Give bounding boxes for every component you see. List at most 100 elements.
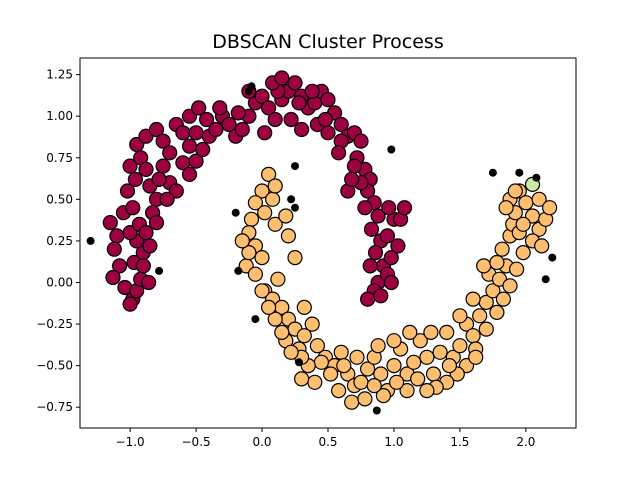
- point-series-1-76: [419, 383, 435, 399]
- point-series-0-41: [175, 125, 191, 141]
- point-series-1-52: [494, 241, 510, 257]
- point-series-0-94: [381, 200, 397, 216]
- point-series-3-9: [247, 82, 256, 91]
- point-series-1-82: [357, 391, 373, 407]
- point-series-1-24: [333, 344, 349, 360]
- point-series-1-104: [465, 291, 481, 307]
- point-series-0-50: [199, 111, 215, 128]
- point-series-0-54: [212, 100, 228, 116]
- point-series-3-10: [387, 145, 396, 154]
- point-series-1-5: [243, 211, 260, 227]
- point-series-1-45: [465, 328, 481, 344]
- point-series-0-57: [234, 121, 250, 138]
- point-series-1-46: [472, 308, 488, 324]
- point-series-3-4: [251, 315, 260, 324]
- point-series-1-41: [439, 324, 455, 340]
- point-series-0-5: [105, 269, 121, 286]
- point-series-0-45: [188, 153, 204, 169]
- point-series-1-79: [389, 374, 405, 390]
- point-series-0-46: [195, 141, 211, 158]
- point-series-0-88: [360, 291, 376, 307]
- y-axis: −0.75 −0.50 −0.25 0.00 0.25 0.50 0.75 1.00 1.25: [36, 68, 80, 414]
- point-series-1-67: [502, 278, 518, 294]
- point-series-1-95: [267, 216, 283, 232]
- point-series-0-34: [162, 145, 178, 161]
- point-series-1-85: [313, 354, 329, 370]
- point-series-3-0: [86, 236, 95, 245]
- point-series-0-16: [125, 200, 141, 216]
- point-series-1-48: [485, 283, 501, 299]
- y-tick-label: 1.25: [46, 68, 73, 82]
- point-series-1-59: [518, 195, 534, 211]
- point-series-1-94: [234, 233, 250, 249]
- point-series-1-66: [508, 261, 525, 277]
- point-series-0-32: [148, 121, 165, 138]
- x-tick-label: 0.0: [252, 435, 271, 449]
- point-series-1-3: [257, 205, 273, 221]
- point-series-1-10: [247, 266, 263, 282]
- point-series-1-89: [274, 324, 290, 340]
- point-series-0-111: [357, 200, 373, 216]
- point-series-1-107: [515, 216, 531, 232]
- x-tick-label: 1.5: [450, 435, 469, 449]
- point-series-1-37: [412, 333, 428, 349]
- point-series-0-27: [135, 258, 151, 274]
- point-series-1-90: [267, 311, 283, 327]
- point-series-1-96: [278, 208, 294, 224]
- y-tick-label: 0.75: [46, 151, 73, 165]
- point-series-3-15: [541, 275, 550, 284]
- point-series-1-111: [452, 308, 468, 324]
- point-series-0-84: [367, 245, 384, 261]
- point-series-1-2: [247, 195, 263, 211]
- point-series-0-91: [383, 250, 399, 266]
- point-series-0-103: [294, 121, 310, 138]
- y-tick-label: −0.75: [36, 400, 73, 414]
- point-series-1-97: [267, 178, 283, 194]
- x-tick-label: 0.5: [318, 435, 337, 449]
- point-series-1-43: [452, 338, 468, 354]
- point-series-3-6: [291, 203, 299, 212]
- point-series-1-77: [410, 371, 426, 387]
- point-series-1-65: [515, 245, 531, 261]
- point-series-1-91: [261, 299, 277, 315]
- point-series-0-114: [230, 105, 246, 121]
- point-series-1-103: [441, 358, 457, 374]
- point-series-0-19: [122, 158, 138, 174]
- point-series-1-0: [261, 166, 277, 182]
- point-series-0-75: [353, 133, 369, 149]
- x-axis: −1.0 −0.5 0.0 0.5 1.0 1.5 2.0: [116, 428, 535, 449]
- point-series-0-33: [155, 133, 171, 149]
- point-series-1-84: [323, 366, 339, 382]
- point-series-0-55: [221, 116, 237, 133]
- chart-title: DBSCAN Cluster Process: [212, 31, 443, 53]
- point-series-1-8: [254, 250, 270, 266]
- point-series-0-42: [181, 138, 198, 154]
- point-series-0-104: [283, 111, 299, 128]
- point-series-1-113: [349, 349, 365, 365]
- point-series-1-78: [399, 383, 415, 399]
- x-tick-label: 2.0: [516, 435, 535, 449]
- point-series-0-21: [138, 161, 154, 177]
- point-series-1-38: [419, 349, 435, 365]
- point-series-0-0: [102, 215, 118, 231]
- point-series-1-20: [304, 316, 320, 332]
- point-series-1-88: [283, 344, 299, 360]
- point-series-0-29: [148, 215, 165, 231]
- point-series-1-100: [386, 333, 402, 349]
- point-series-1-118: [507, 183, 523, 199]
- point-series-3-14: [548, 253, 557, 262]
- point-series-1-21: [309, 338, 325, 354]
- point-series-1-83: [336, 358, 352, 374]
- point-series-1-109: [541, 200, 558, 216]
- point-series-0-117: [331, 145, 347, 161]
- point-series-3-5: [287, 195, 296, 204]
- point-series-1-28: [353, 374, 369, 390]
- point-series-1-69: [489, 304, 505, 320]
- point-series-1-31: [373, 366, 389, 382]
- point-series-1-36: [406, 354, 422, 370]
- point-series-3-11: [488, 168, 497, 177]
- point-series-0-61: [261, 100, 277, 116]
- point-series-1-110: [468, 349, 484, 365]
- point-series-0-113: [257, 125, 273, 141]
